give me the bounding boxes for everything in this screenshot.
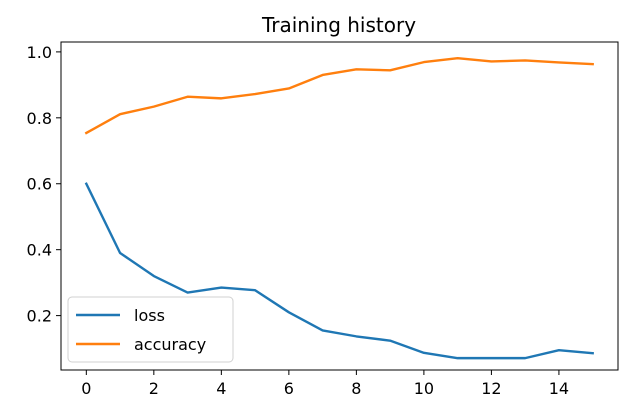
x-tick-label: 8	[351, 379, 361, 398]
x-tick-label: 0	[81, 379, 91, 398]
chart-title: Training history	[261, 13, 416, 37]
y-tick-label: 0.2	[27, 307, 52, 326]
x-tick-label: 4	[216, 379, 226, 398]
series-line-1	[84, 56, 594, 135]
x-tick-label: 12	[481, 379, 501, 398]
legend: loss accuracy	[67, 296, 234, 363]
y-tick-label: 0.6	[27, 175, 52, 194]
x-tick-label: 14	[549, 379, 569, 398]
y-tick-label: 0.8	[27, 109, 52, 128]
legend-label: accuracy	[134, 335, 206, 354]
plot-frame	[60, 41, 619, 371]
legend-label: loss	[134, 306, 165, 325]
legend-box	[67, 296, 234, 363]
y-tick-label: 1.0	[27, 43, 52, 62]
legend-items: loss accuracy	[76, 306, 206, 354]
ticks-layer: 0 2 4 6 8 10 12 14 0.2 0.4 0.6 0.8 1.0	[27, 43, 570, 398]
series-line-0	[84, 182, 594, 360]
x-tick-label: 2	[149, 379, 159, 398]
x-tick-label: 10	[414, 379, 434, 398]
y-tick-label: 0.4	[27, 241, 52, 260]
x-tick-label: 6	[284, 379, 294, 398]
series-layer	[84, 56, 594, 360]
